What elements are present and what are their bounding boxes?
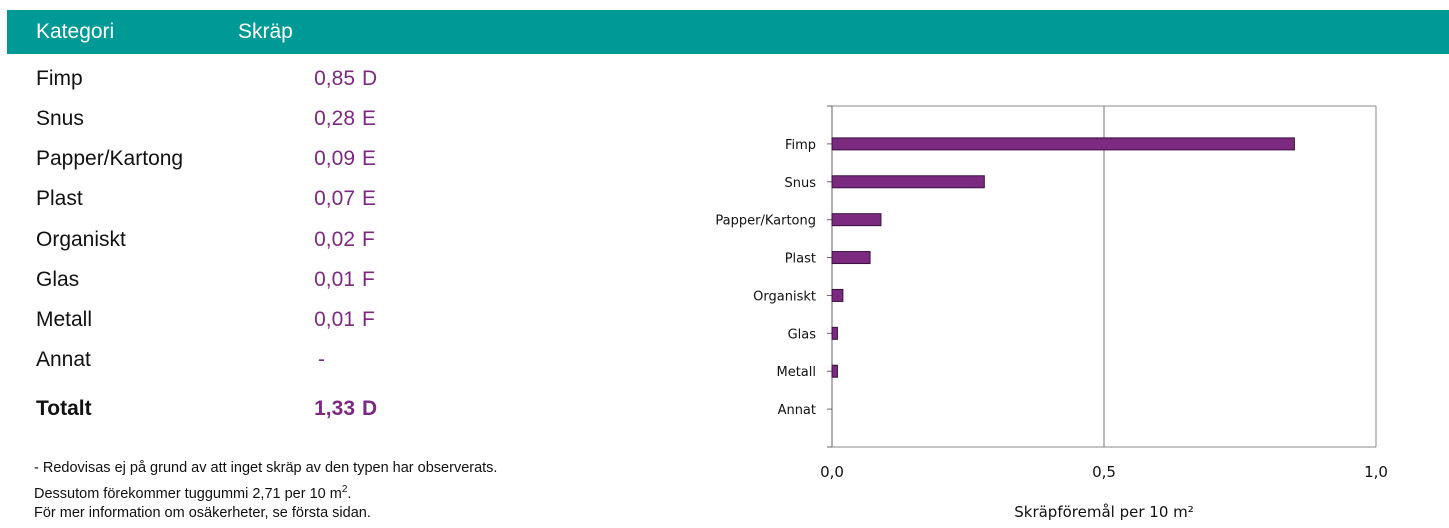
table-row-value: 0,01 [314, 308, 355, 331]
table-row-value: 0,02 [314, 228, 355, 251]
table-row-value: - [318, 348, 325, 371]
y-tick-label: Glas [788, 327, 817, 342]
y-tick-label: Plast [785, 252, 816, 267]
footnote-chewing-gum-suffix: . [347, 486, 352, 502]
bar [831, 213, 882, 227]
footnote-chewing-gum-text: Dessutom förekommer tuggummi 2,71 per 10… [34, 486, 342, 502]
table-row-grade: E [362, 107, 377, 130]
bar [831, 364, 838, 378]
table-row-grade: E [362, 147, 377, 170]
table-row-value: 0,85 [314, 67, 355, 90]
x-tick-label: 0,5 [1092, 463, 1116, 481]
bar [831, 137, 1295, 151]
header-litter-label: Skräp [238, 20, 293, 43]
bar [831, 251, 871, 265]
table-row-grade: F [362, 228, 375, 251]
table-row-category: Fimp [36, 67, 83, 90]
x-tick-label: 1,0 [1364, 463, 1388, 481]
bar [831, 326, 838, 340]
x-axis-label: Skräpföremål per 10 m² [1014, 503, 1194, 521]
table-row-category: Glas [36, 268, 80, 291]
y-tick-label: Metall [776, 365, 816, 380]
bar [831, 175, 985, 189]
table-row-category: Organiskt [36, 228, 126, 251]
total-label: Totalt [36, 397, 92, 420]
table-row-value: 0,07 [314, 187, 355, 210]
total-value: 1,33 [314, 397, 355, 420]
footnote-not-reported: - Redovisas ej på grund av att inget skr… [34, 460, 498, 476]
y-tick-label: Papper/Kartong [715, 214, 816, 229]
table-row-grade: F [362, 268, 375, 291]
y-tick-label: Fimp [785, 138, 816, 153]
y-tick-label: Organiskt [753, 289, 816, 304]
y-tick-label: Annat [778, 403, 816, 418]
bar [831, 288, 844, 302]
table-row-grade: E [362, 187, 377, 210]
table-row-grade: F [362, 308, 375, 331]
table-row-category: Metall [36, 308, 93, 331]
table-row-value: 0,01 [314, 268, 355, 291]
header-category-label: Kategori [36, 20, 115, 43]
table-row-value: 0,09 [314, 147, 355, 170]
footnote-uncertainty: För mer information om osäkerheter, se f… [34, 505, 371, 521]
table-row-grade: D [362, 67, 378, 90]
header-bar [7, 10, 1449, 54]
x-tick-label: 0,0 [820, 463, 844, 481]
y-tick-label: Snus [784, 176, 816, 191]
table-row-category: Snus [36, 107, 84, 130]
table-row-category: Papper/Kartong [36, 147, 184, 170]
footnote-superscript: 2 [341, 484, 348, 495]
footnote-chewing-gum: Dessutom förekommer tuggummi 2,71 per 10… [34, 485, 351, 503]
table-row-category: Plast [36, 187, 83, 210]
total-grade: D [362, 397, 378, 420]
table-row-value: 0,28 [314, 107, 355, 130]
table-row-category: Annat [36, 348, 91, 371]
